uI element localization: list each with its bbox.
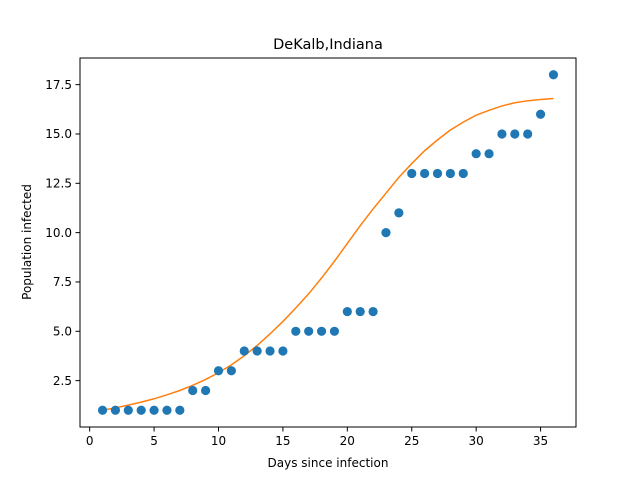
- data-point: [226, 366, 236, 376]
- y-axis-label: Population infected: [20, 184, 34, 300]
- data-points-layer: [97, 70, 559, 415]
- y-tick-label: 7.5: [53, 275, 72, 289]
- data-point: [394, 208, 404, 218]
- x-tick-label: 15: [275, 434, 290, 448]
- x-tick-label: 35: [533, 434, 548, 448]
- data-point: [497, 129, 507, 139]
- data-point: [381, 228, 391, 238]
- data-point: [510, 129, 520, 139]
- data-point: [175, 405, 185, 415]
- x-tick-label: 25: [404, 434, 419, 448]
- y-tick-label: 17.5: [45, 78, 72, 92]
- fit-curve-line: [102, 97, 554, 411]
- data-point: [239, 346, 249, 356]
- data-point: [110, 405, 121, 415]
- data-point: [188, 385, 198, 396]
- axes-frame: [79, 57, 577, 428]
- data-point: [329, 326, 340, 336]
- data-point: [278, 346, 288, 356]
- x-tick-label: 0: [86, 434, 94, 448]
- data-point: [304, 326, 314, 336]
- data-point: [97, 405, 108, 415]
- data-point: [368, 306, 378, 317]
- x-tick-label: 5: [150, 434, 158, 448]
- x-axis-label: Days since infection: [268, 456, 389, 470]
- data-point: [432, 168, 443, 179]
- y-tick-label: 2.5: [53, 374, 72, 388]
- data-point: [420, 168, 430, 179]
- x-axis-ticks: 0 5 10 15 20 25 30 35: [86, 427, 548, 448]
- x-tick-label: 10: [211, 434, 226, 448]
- x-tick-label: 20: [340, 434, 355, 448]
- x-tick-label: 30: [469, 434, 484, 448]
- data-point: [484, 149, 494, 159]
- axes-background: [80, 58, 576, 427]
- data-point: [149, 405, 159, 415]
- data-point: [523, 129, 533, 139]
- data-point: [445, 168, 455, 179]
- y-axis-ticks: 2.5 5.0 7.5 10.0 12.5 15.0 17.5: [45, 78, 80, 388]
- data-point: [407, 168, 417, 179]
- fit-curve-layer: [102, 97, 554, 411]
- data-point: [316, 326, 327, 336]
- y-tick-label: 12.5: [45, 177, 72, 191]
- data-point: [201, 385, 211, 396]
- data-point: [535, 109, 546, 119]
- y-tick-label: 10.0: [45, 226, 72, 240]
- data-point: [355, 306, 365, 317]
- chart-title: DeKalb,Indiana: [273, 37, 383, 53]
- data-point: [458, 168, 468, 179]
- data-point: [123, 405, 133, 415]
- data-point: [136, 405, 146, 415]
- data-point: [342, 306, 352, 317]
- data-point: [548, 70, 559, 80]
- data-point: [291, 326, 301, 336]
- data-point: [252, 346, 262, 356]
- data-point: [162, 405, 172, 415]
- data-point: [265, 346, 275, 356]
- y-tick-label: 5.0: [53, 324, 72, 338]
- data-point: [471, 149, 481, 159]
- y-tick-label: 15.0: [45, 127, 72, 141]
- data-point: [213, 366, 224, 376]
